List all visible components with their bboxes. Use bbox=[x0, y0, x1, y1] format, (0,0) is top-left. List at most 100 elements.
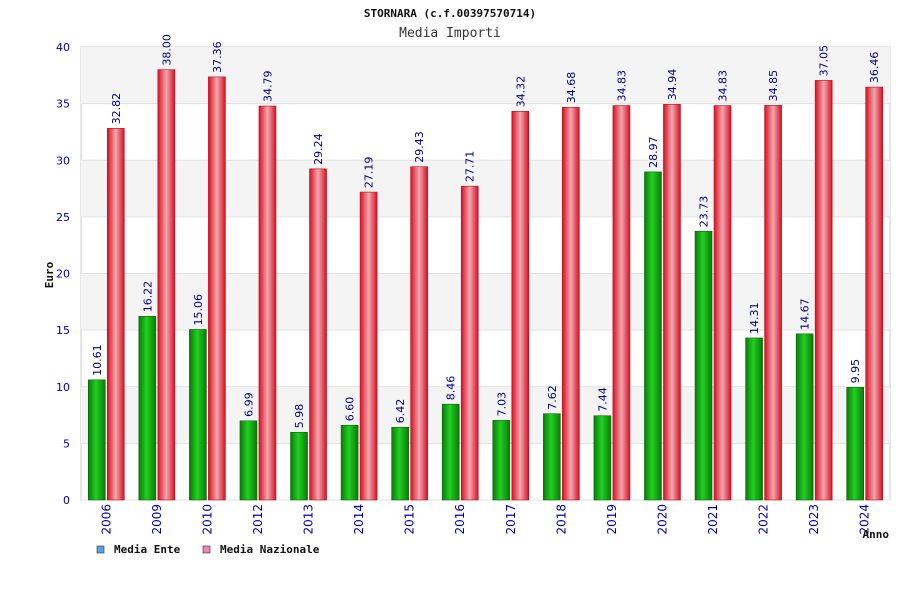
bar-media-nazionale bbox=[764, 105, 782, 501]
bar-media-nazionale bbox=[309, 168, 327, 501]
bar-media-ente bbox=[340, 424, 359, 501]
bar-media-ente bbox=[846, 387, 865, 501]
x-axis-label: Anno bbox=[863, 528, 890, 541]
legend-label-ente: Media Ente bbox=[114, 543, 181, 556]
bar-label-media-nazionale: 34.94 bbox=[666, 69, 679, 101]
legend-label-nazionale: Media Nazionale bbox=[220, 543, 320, 556]
bar-label-media-nazionale: 34.32 bbox=[514, 76, 527, 108]
bar-label-media-ente: 7.62 bbox=[546, 385, 559, 410]
bar-media-ente bbox=[795, 333, 814, 501]
bar-label-media-ente: 7.03 bbox=[495, 392, 508, 417]
y-axis-ticks: 0 5 10 15 20 25 30 35 40 bbox=[56, 41, 70, 507]
x-tick-label: 2015 bbox=[403, 504, 417, 535]
bar-label-media-nazionale: 34.85 bbox=[767, 70, 780, 102]
bar-media-nazionale bbox=[511, 111, 530, 501]
x-tick-label: 2017 bbox=[504, 504, 518, 535]
bar-label-media-ente: 6.42 bbox=[394, 399, 407, 424]
bar-label-media-nazionale: 36.46 bbox=[868, 52, 881, 84]
y-tick-label: 25 bbox=[56, 211, 70, 224]
x-tick-label: 2022 bbox=[757, 504, 771, 535]
bar-media-nazionale bbox=[814, 80, 833, 501]
bar-label-media-nazionale: 27.19 bbox=[363, 157, 376, 189]
bar-label-media-ente: 6.99 bbox=[242, 392, 255, 417]
y-tick-label: 30 bbox=[56, 154, 70, 167]
bar-media-ente bbox=[644, 171, 662, 501]
bar-media-nazionale bbox=[562, 106, 580, 501]
bar-label-media-ente: 14.31 bbox=[748, 302, 761, 334]
y-tick-label: 15 bbox=[56, 324, 70, 337]
bar-label-media-ente: 28.97 bbox=[647, 136, 660, 168]
x-tick-label: 2020 bbox=[655, 504, 669, 535]
bar-value-labels: 10.61 32.82 16.22 38.00 15.06 37.36 6.99 34.79 5… bbox=[91, 34, 881, 428]
y-tick-label: 0 bbox=[63, 494, 70, 507]
legend-swatch-ente bbox=[96, 545, 105, 554]
bar-label-media-ente: 23.73 bbox=[698, 196, 711, 228]
bar-label-media-nazionale: 34.79 bbox=[261, 71, 274, 103]
chart-subtitle: Media Importi bbox=[399, 26, 501, 41]
bar-media-nazionale bbox=[663, 104, 681, 501]
bar-media-ente bbox=[441, 403, 460, 501]
x-tick-label: 2018 bbox=[554, 504, 568, 535]
bar-label-media-nazionale: 37.36 bbox=[211, 41, 224, 73]
bar-media-nazionale bbox=[410, 166, 428, 501]
chart-title: STORNARA (c.f.00397570714) bbox=[364, 7, 536, 20]
bar-label-media-nazionale: 34.83 bbox=[717, 70, 730, 102]
bar-media-ente bbox=[593, 415, 612, 501]
x-tick-label: 2023 bbox=[807, 504, 821, 535]
x-tick-label: 2009 bbox=[150, 504, 164, 535]
bar-label-media-nazionale: 29.24 bbox=[312, 133, 325, 165]
bar-media-ente bbox=[189, 329, 207, 501]
x-tick-label: 2024 bbox=[858, 504, 872, 535]
bar-media-nazionale bbox=[208, 76, 226, 501]
y-axis-label: Euro bbox=[43, 261, 56, 288]
bar-label-media-nazionale: 27.71 bbox=[464, 151, 477, 183]
bar-media-ente bbox=[87, 379, 106, 501]
x-tick-label: 2012 bbox=[251, 504, 265, 535]
bar-label-media-nazionale: 34.68 bbox=[565, 72, 578, 104]
bar-label-media-ente: 7.44 bbox=[596, 387, 609, 412]
bar-media-nazionale bbox=[157, 69, 176, 501]
x-axis-ticks: 2006 2009 2010 2012 2013 2014 2015 2016 2017 2018… bbox=[99, 504, 871, 535]
bar-label-media-ente: 8.46 bbox=[445, 376, 458, 401]
legend-swatch-nazionale bbox=[202, 545, 211, 554]
legend: Media Ente Media Nazionale bbox=[96, 543, 320, 556]
bar-label-media-ente: 5.98 bbox=[293, 404, 306, 429]
bar-media-ente bbox=[138, 316, 157, 501]
bar-media-nazionale bbox=[713, 105, 732, 501]
bar-media-nazionale bbox=[258, 105, 277, 501]
bar-label-media-ente: 14.67 bbox=[799, 298, 812, 330]
bar-label-media-nazionale: 34.83 bbox=[615, 70, 628, 102]
bars bbox=[87, 69, 884, 501]
bar-media-nazionale bbox=[106, 128, 125, 501]
bar-label-media-ente: 16.22 bbox=[141, 281, 154, 313]
x-tick-label: 2014 bbox=[352, 504, 366, 535]
bar-media-ente bbox=[492, 420, 511, 501]
y-tick-label: 35 bbox=[56, 98, 70, 111]
x-tick-label: 2010 bbox=[200, 504, 214, 535]
x-tick-label: 2013 bbox=[302, 504, 316, 535]
bar-label-media-nazionale: 38.00 bbox=[160, 34, 173, 66]
bar-media-ente bbox=[239, 420, 258, 501]
bar-label-media-ente: 10.61 bbox=[91, 344, 104, 376]
bar-media-ente bbox=[543, 413, 561, 501]
bar-media-nazionale bbox=[612, 105, 631, 501]
bar-label-media-nazionale: 32.82 bbox=[110, 93, 123, 125]
y-tick-label: 20 bbox=[56, 268, 70, 281]
y-tick-label: 10 bbox=[56, 381, 70, 394]
bar-media-ente bbox=[694, 230, 713, 501]
bar-label-media-nazionale: 37.05 bbox=[818, 45, 831, 77]
bar-label-media-ente: 9.95 bbox=[849, 359, 862, 384]
x-tick-label: 2016 bbox=[453, 504, 467, 535]
bar-media-nazionale bbox=[865, 86, 884, 501]
y-tick-label: 40 bbox=[56, 41, 70, 54]
bar-media-ente bbox=[290, 431, 308, 501]
bar-label-media-ente: 6.60 bbox=[344, 397, 357, 422]
x-tick-label: 2006 bbox=[99, 504, 113, 535]
bar-media-ente bbox=[391, 426, 409, 501]
y-tick-label: 5 bbox=[63, 437, 70, 450]
bar-label-media-nazionale: 29.43 bbox=[413, 131, 426, 163]
bar-media-ente bbox=[745, 337, 763, 501]
bar-media-nazionale bbox=[460, 185, 479, 501]
bar-label-media-ente: 15.06 bbox=[192, 294, 205, 326]
x-tick-label: 2019 bbox=[605, 504, 619, 535]
